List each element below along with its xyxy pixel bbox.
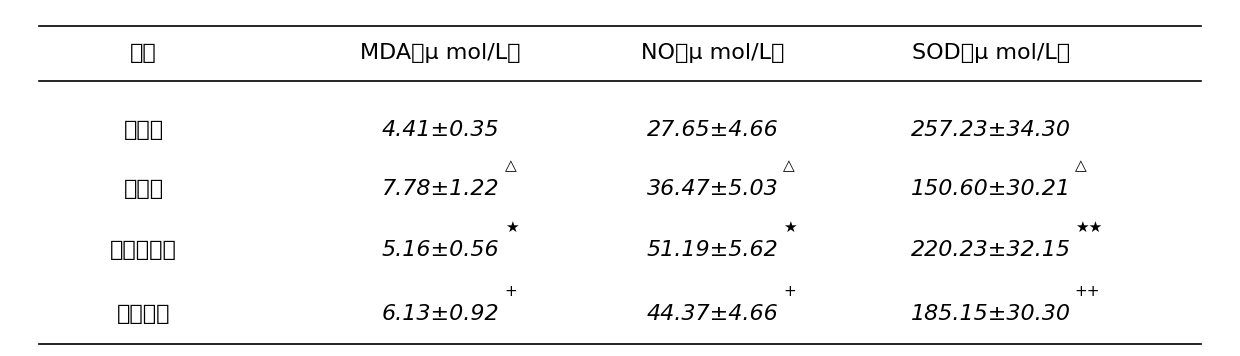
Text: △: △ <box>784 158 795 173</box>
Text: 51.19±5.62: 51.19±5.62 <box>647 240 779 260</box>
Text: 雷尼替丁组: 雷尼替丁组 <box>110 240 177 260</box>
Text: 4.41±0.35: 4.41±0.35 <box>382 120 500 140</box>
Text: +: + <box>505 283 517 299</box>
Text: 本发明组: 本发明组 <box>117 304 170 324</box>
Text: NO（μ mol/L）: NO（μ mol/L） <box>641 43 785 63</box>
Text: 220.23±32.15: 220.23±32.15 <box>911 240 1071 260</box>
Text: 150.60±30.21: 150.60±30.21 <box>911 179 1071 199</box>
Text: 257.23±34.30: 257.23±34.30 <box>911 120 1071 140</box>
Text: 6.13±0.92: 6.13±0.92 <box>382 304 500 324</box>
Text: 27.65±4.66: 27.65±4.66 <box>647 120 779 140</box>
Text: MDA（μ mol/L）: MDA（μ mol/L） <box>361 43 521 63</box>
Text: 185.15±30.30: 185.15±30.30 <box>911 304 1071 324</box>
Text: ★: ★ <box>505 220 518 235</box>
Text: 7.78±1.22: 7.78±1.22 <box>382 179 500 199</box>
Text: 模型组: 模型组 <box>124 179 164 199</box>
Text: 36.47±5.03: 36.47±5.03 <box>647 179 779 199</box>
Text: 正常组: 正常组 <box>124 120 164 140</box>
Text: +: + <box>784 283 796 299</box>
Text: △: △ <box>505 158 516 173</box>
Text: △: △ <box>1075 158 1086 173</box>
Text: 组别: 组别 <box>130 43 157 63</box>
Text: ++: ++ <box>1075 283 1100 299</box>
Text: SOD（μ mol/L）: SOD（μ mol/L） <box>913 43 1070 63</box>
Text: 5.16±0.56: 5.16±0.56 <box>382 240 500 260</box>
Text: ★★: ★★ <box>1075 220 1102 235</box>
Text: ★: ★ <box>784 220 797 235</box>
Text: 44.37±4.66: 44.37±4.66 <box>647 304 779 324</box>
